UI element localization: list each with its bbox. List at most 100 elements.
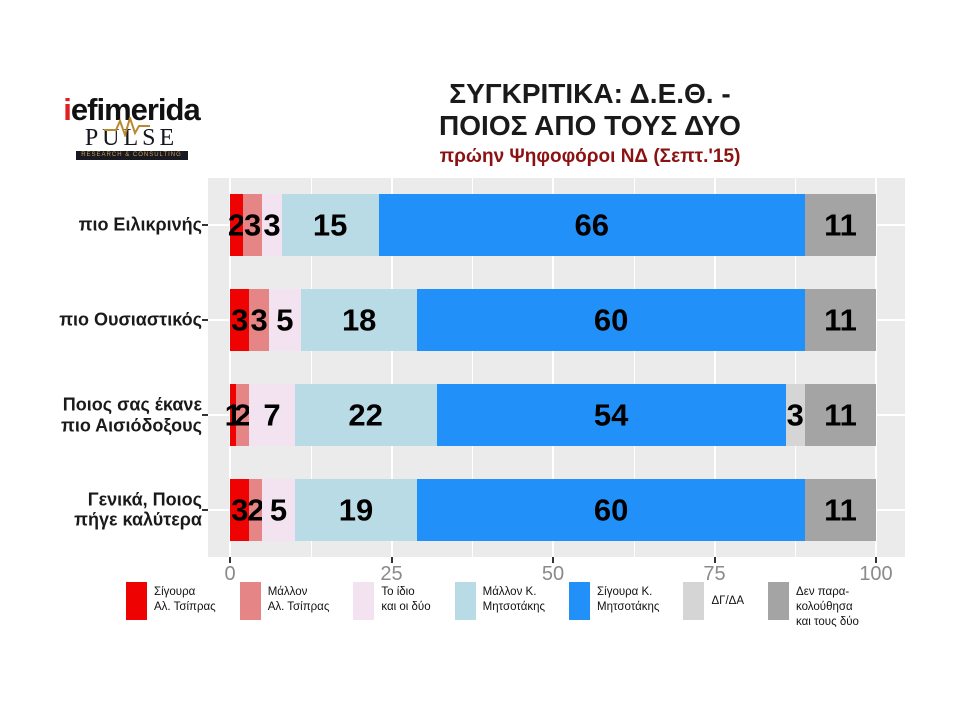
bar-segment <box>417 289 805 352</box>
legend-swatch <box>126 582 147 620</box>
page-title-line1: ΣΥΓΚΡΙΤΙΚΑ: Δ.Ε.Θ. - <box>449 78 731 109</box>
legend-item: Σίγουρα Κ. Μητσοτάκης <box>569 582 659 620</box>
bar-value-label: 2 <box>247 492 265 528</box>
major-gridline <box>713 178 716 557</box>
bar-value-label: 3 <box>243 207 262 243</box>
minor-gridline <box>633 178 635 557</box>
major-gridline <box>229 178 231 557</box>
bar-segment <box>262 478 295 541</box>
bar-value-label: 54 <box>593 397 629 433</box>
bar-segment <box>230 194 243 257</box>
legend-item: Σίγουρα Αλ. Τσίπρας <box>126 582 216 620</box>
legend-label: Μάλλον Αλ. Τσίπρας <box>267 586 330 613</box>
bar-value-label: 22 <box>348 397 383 433</box>
logo-word-rest: efimerida <box>70 92 201 127</box>
bar-value-label: 11 <box>824 302 857 338</box>
major-gridline <box>875 178 877 557</box>
bar-segment <box>249 478 263 541</box>
bar-segment <box>230 383 237 446</box>
legend-swatch <box>454 582 476 620</box>
bar-value-label: 15 <box>312 207 348 243</box>
legend-label: Σίγουρα Κ. Μητσοτάκης <box>597 586 660 613</box>
bar-value-label: 11 <box>824 492 857 528</box>
bar-segment <box>417 478 805 541</box>
major-gridline <box>390 178 393 557</box>
iefimerida-wordmark: iefimerida <box>44 94 219 125</box>
legend-item: Το ίδιο και οι δύο <box>353 582 431 620</box>
bar-value-label: 60 <box>593 302 629 338</box>
bar-segment <box>281 194 379 257</box>
bar-segment <box>294 478 418 541</box>
bar-value-label: 66 <box>574 207 609 243</box>
bar-value-label: 5 <box>269 492 288 528</box>
legend-item: Δεν παρα- κολούθησα και τους δύο <box>768 582 859 630</box>
chart-panel: 2 3 3 15 66 11 3 3 5 18 60 11 1 2 7 22 54 3 11 3 2 5 19 60 11 <box>208 178 905 557</box>
bar-value-label: 2 <box>227 207 246 243</box>
y-axis-label: πιο Ουσιαστικός <box>59 309 202 330</box>
y-axis-tick <box>202 413 208 416</box>
bar-segment <box>804 194 876 257</box>
legend-item: ΔΓ/ΔΑ <box>683 582 744 620</box>
x-axis-tick-label: 50 <box>541 563 565 585</box>
legend-label: Μάλλον Κ. Μητσοτάκης <box>482 586 546 613</box>
legend-swatch <box>569 582 591 620</box>
x-axis-tick <box>713 557 716 563</box>
bar-value-label: 19 <box>338 492 374 528</box>
bar-segment <box>249 289 269 352</box>
legend-swatch <box>353 582 375 620</box>
legend-label: ΔΓ/ΔΑ <box>711 595 745 607</box>
bar-segment <box>804 383 876 446</box>
bar-segment <box>242 194 263 257</box>
pulse-wordmark: PULSE <box>84 125 179 151</box>
bar-segment <box>294 383 437 446</box>
legend-item: Μάλλον Αλ. Τσίπρας <box>239 582 330 620</box>
bar-segment <box>378 194 805 257</box>
pulse-logo: PULSE RESEARCH & CONSULTING <box>75 117 188 160</box>
y-axis-label: Γενικά, Ποιος πήγε καλύτερα <box>74 488 202 530</box>
bar-value-label: 3 <box>250 302 268 338</box>
y-axis-tick <box>202 508 208 511</box>
bar-value-label: 3 <box>231 492 249 528</box>
bar-segment <box>436 383 786 446</box>
bar-segment <box>262 194 282 257</box>
bar-value-label: 60 <box>593 492 629 528</box>
major-gridline <box>552 178 554 557</box>
legend-swatch <box>683 582 705 620</box>
legend: Σίγουρα Αλ. Τσίπρας Μάλλον Αλ. Τσίπρας Το … <box>126 582 859 630</box>
chart-subtitle: πρώην Ψηφοφόροι ΝΔ (Σεπτ.'15) <box>439 146 741 168</box>
bar-segment <box>230 289 250 352</box>
legend-item: Μάλλον Κ. Μητσοτάκης <box>454 582 546 620</box>
bar-value-label: 3 <box>786 397 804 433</box>
legend-swatch <box>768 582 790 620</box>
x-axis-tick <box>875 557 877 563</box>
bar-value-label: 11 <box>824 207 857 243</box>
bar-segment <box>230 478 250 541</box>
bar-value-label: 7 <box>263 397 281 433</box>
bar-segment <box>785 383 805 446</box>
logo-letter-i: i <box>63 92 72 127</box>
bar-value-label: 3 <box>263 207 281 243</box>
bar-segment <box>236 383 250 446</box>
bar-value-label: 18 <box>341 302 377 338</box>
minor-gridline <box>795 178 797 557</box>
bar-segment <box>301 289 418 352</box>
legend-label: Το ίδιο και οι δύο <box>381 586 431 613</box>
bar-value-label: 5 <box>276 302 294 338</box>
page-title-line2: ΠΟΙΟΣ ΑΠΟ ΤΟΥΣ ΔΥΟ <box>439 110 741 142</box>
bar-segment <box>804 289 876 352</box>
legend-label: Δεν παρα- κολούθησα και τους δύο <box>796 586 859 628</box>
y-axis-tick <box>202 224 208 227</box>
bar-segment <box>804 478 876 541</box>
bar-segment <box>249 383 295 446</box>
x-axis-tick-label: 75 <box>703 563 726 585</box>
bar-value-label: 2 <box>234 397 252 433</box>
iefimerida-pulse-logo: iefimerida PULSE RESEARCH & CONSULTING <box>44 94 219 161</box>
legend-label: Σίγουρα Αλ. Τσίπρας <box>154 586 216 613</box>
bar-value-label: 11 <box>824 397 857 433</box>
bar-value-label: 3 <box>231 302 249 338</box>
y-axis-tick <box>202 319 208 322</box>
y-axis-label: Ποιος σας έκανε πιο Αισιόδοξους <box>61 394 202 435</box>
minor-gridline <box>472 178 474 557</box>
x-axis-tick-label: 25 <box>380 563 403 585</box>
